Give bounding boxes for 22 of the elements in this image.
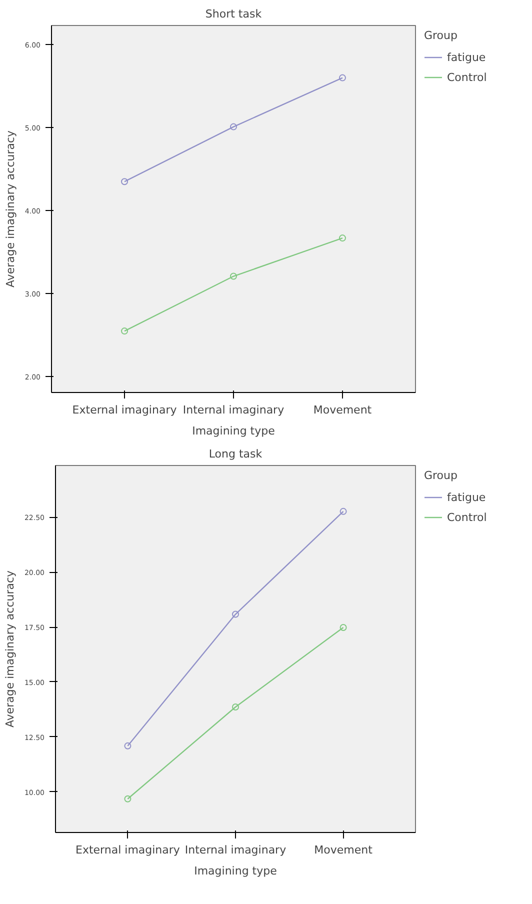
point <box>230 272 237 280</box>
x-tick-label: Internal imaginary <box>182 404 285 416</box>
x-tick-label: Movement <box>313 404 372 416</box>
chart-title: Short task <box>205 8 262 20</box>
y-axis-title: Average imaginary accuracy <box>4 130 17 288</box>
point <box>232 704 239 711</box>
x-tick-label: Internal imaginary <box>184 844 287 856</box>
legend-label: fatigue <box>447 490 486 504</box>
x-tick-label: External imaginary <box>76 844 180 856</box>
point <box>232 610 239 618</box>
x-tick-label: Movement <box>314 844 374 856</box>
x-axis-title: Imagining type <box>192 424 276 438</box>
legend-title: Group <box>424 29 458 42</box>
x-tick-label: External imaginary <box>72 404 178 416</box>
chart-title: Long task <box>208 448 263 460</box>
x-axis-title: Imagining type <box>194 864 278 878</box>
legend-label: Control <box>447 510 487 524</box>
point <box>230 123 237 130</box>
y-axis-title: Average imaginary accuracy <box>3 570 16 728</box>
legend-label: Control <box>447 70 487 84</box>
legend-label: fatigue <box>447 50 486 64</box>
legend-title: Group <box>424 469 458 482</box>
